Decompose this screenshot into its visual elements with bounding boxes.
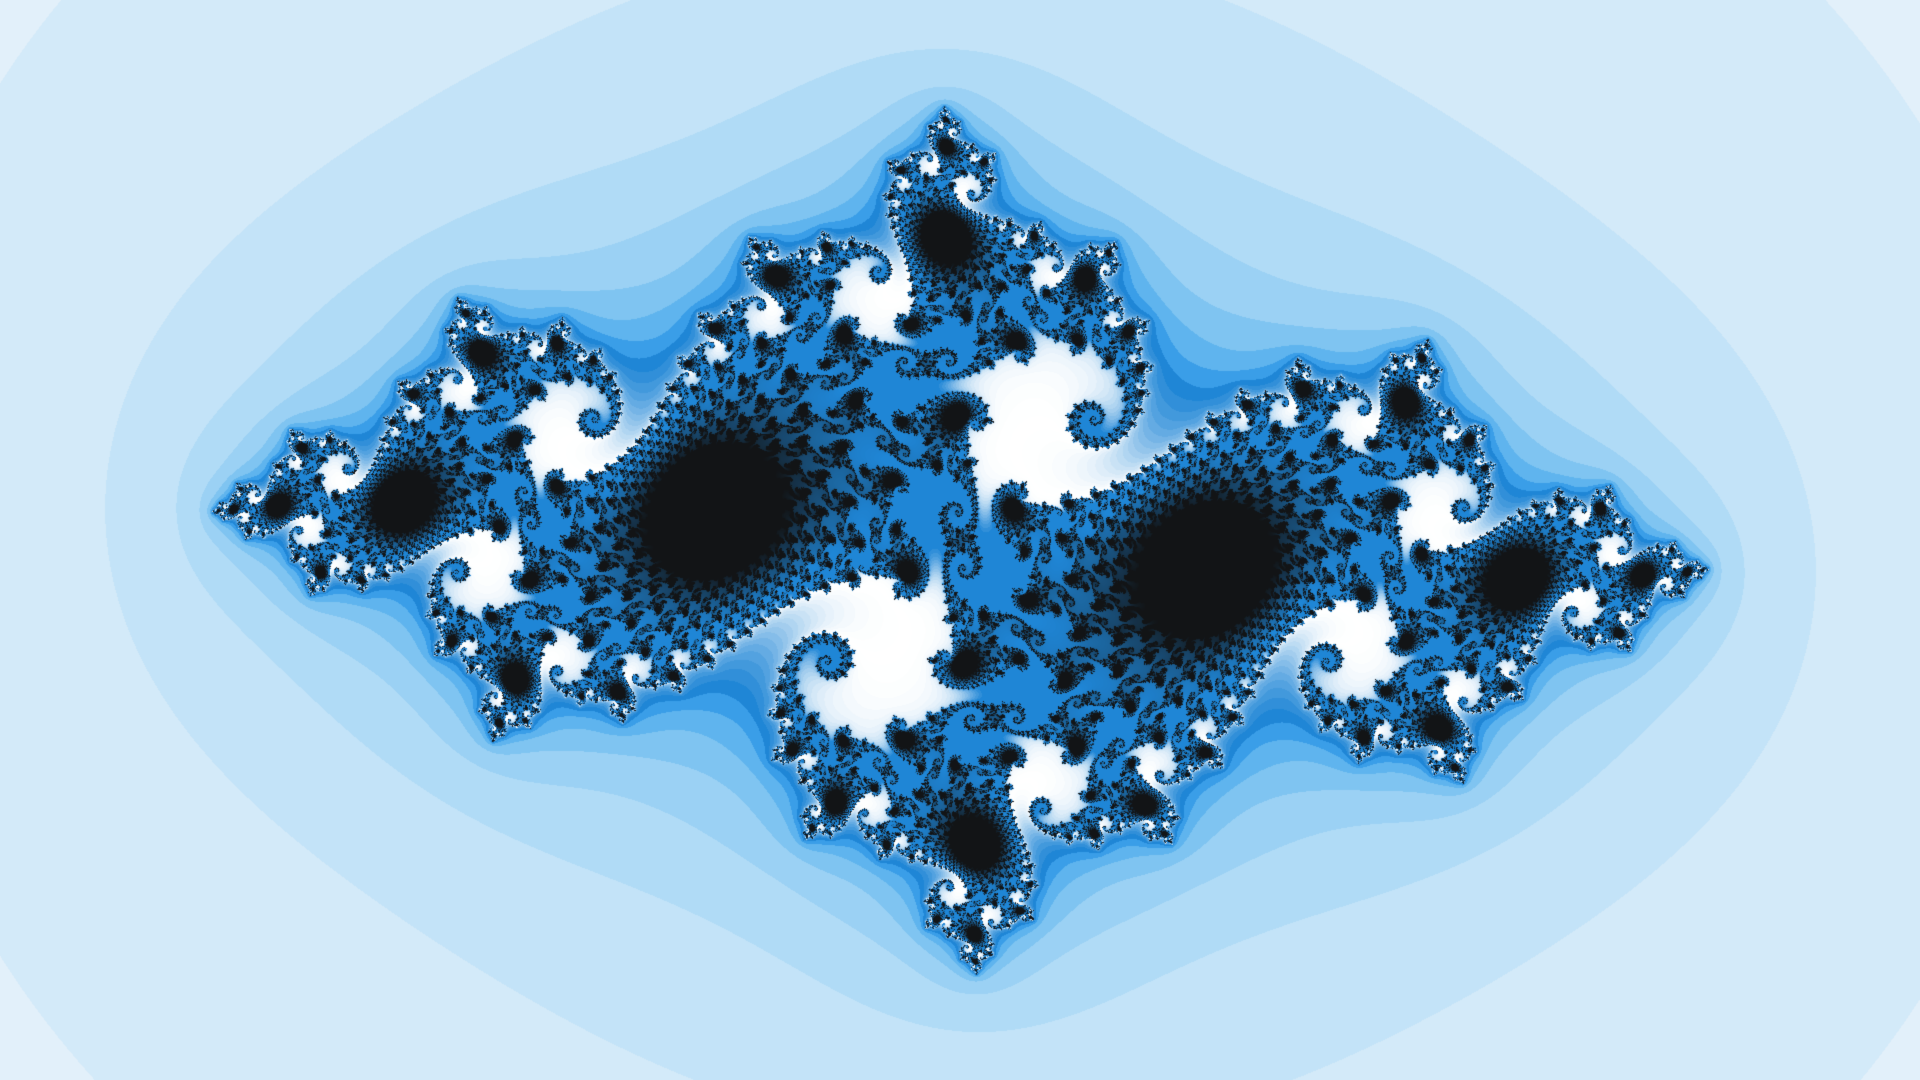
fractal-image — [0, 0, 1920, 1080]
julia-set-canvas — [0, 0, 1920, 1080]
